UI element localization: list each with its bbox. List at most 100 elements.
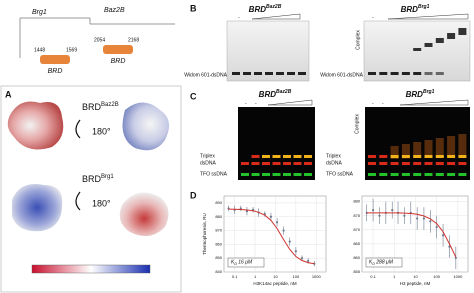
band <box>447 173 456 176</box>
data-point <box>275 221 279 224</box>
kd-value: 288 μM <box>375 260 394 266</box>
band <box>401 144 410 159</box>
band-label: Complex <box>355 30 361 50</box>
x-tick-label: 1 <box>393 274 396 279</box>
kd-symbol: K <box>369 260 373 266</box>
x-axis-label: H3 peptide, nM <box>400 281 431 286</box>
kd-symbol: K <box>231 260 235 266</box>
wedge <box>387 13 469 20</box>
band <box>265 72 273 75</box>
protein-surface <box>7 101 64 150</box>
data-point <box>429 220 432 223</box>
band <box>413 72 422 75</box>
band <box>424 155 433 158</box>
band <box>254 72 262 75</box>
data-point <box>294 250 297 253</box>
band <box>390 173 399 176</box>
y-tick-label: 880 <box>353 199 360 204</box>
fit-curve <box>366 212 457 258</box>
band <box>368 162 376 165</box>
band <box>458 173 467 176</box>
domain-label: BRD <box>48 68 63 75</box>
band-label: Triplex <box>326 153 341 159</box>
band <box>304 155 312 158</box>
x-axis-label: H3K14ac peptide, nM <box>253 281 297 286</box>
band <box>424 43 433 47</box>
y-axis-label: Thermophoresis, RU <box>202 213 207 255</box>
domain-name: BRDBrg1 <box>82 174 114 185</box>
band <box>276 72 284 75</box>
band <box>435 155 444 158</box>
band <box>401 72 410 75</box>
panel-letter: C <box>190 91 197 101</box>
residue: 2054 <box>94 37 105 43</box>
band <box>272 162 281 165</box>
x-tick-label: 100 <box>293 274 300 279</box>
x-tick-label: 10 <box>273 274 278 279</box>
data-point <box>441 234 445 237</box>
band-label: dsDNA <box>326 160 343 166</box>
band <box>283 155 291 158</box>
x-tick-label: 10 <box>413 274 418 279</box>
band <box>424 140 433 158</box>
protein-surface <box>119 192 169 236</box>
x-tick-label: 1000 <box>453 274 463 279</box>
gel <box>226 20 310 82</box>
x-tick-label: 100 <box>433 274 440 279</box>
gene-label: Brg1 <box>32 9 47 16</box>
band <box>424 72 433 75</box>
data-point <box>416 217 419 220</box>
band <box>401 173 410 176</box>
band <box>424 173 433 176</box>
fit-curve <box>228 208 315 265</box>
band <box>413 155 422 158</box>
band-label: TFO ssDNA <box>326 171 354 177</box>
gel-title: BRDBaz2B <box>249 4 282 14</box>
y-tick-label: 840 <box>215 269 222 274</box>
bands <box>368 134 467 176</box>
band <box>435 162 444 165</box>
bands <box>241 155 312 176</box>
band <box>435 38 444 43</box>
band <box>272 173 281 176</box>
band <box>262 155 270 158</box>
rotation: 180° <box>92 198 111 208</box>
kd-value: 16 μM <box>237 260 253 266</box>
kd-box <box>227 257 265 268</box>
band <box>304 162 312 165</box>
band <box>241 173 249 176</box>
band <box>424 162 433 165</box>
band <box>368 173 376 176</box>
band <box>368 155 376 158</box>
band <box>251 155 260 158</box>
brd-domain <box>40 55 70 64</box>
x-tick-label: 1 <box>254 274 257 279</box>
wedge <box>399 99 469 106</box>
panel-frame <box>0 85 182 293</box>
x-tick-label: 0.1 <box>232 274 238 279</box>
lane-label: - <box>382 100 384 106</box>
band-label: Widom 601-dsDNA <box>320 72 363 78</box>
band <box>413 48 422 51</box>
panel-a: A BRDBaz2B 180° BRDBrg1 180° <box>0 85 182 293</box>
data-point <box>269 215 273 218</box>
y-tick-label: 860 <box>353 255 360 260</box>
band <box>390 155 399 158</box>
lane-label: - <box>245 100 247 106</box>
data-point <box>288 240 291 243</box>
data-point <box>300 257 304 260</box>
band <box>390 146 399 159</box>
band <box>293 173 302 176</box>
lane-label: - <box>255 100 257 106</box>
band <box>283 162 291 165</box>
band <box>390 72 399 75</box>
lane-label: - <box>372 14 374 20</box>
band-label: Widom 601-dsDNA <box>184 72 227 78</box>
gene-label: Baz2B <box>104 7 125 14</box>
protein-surface <box>122 102 169 151</box>
data-point <box>239 207 242 210</box>
residue: 2168 <box>128 37 139 43</box>
data-point <box>378 214 381 217</box>
data-point <box>435 225 438 229</box>
